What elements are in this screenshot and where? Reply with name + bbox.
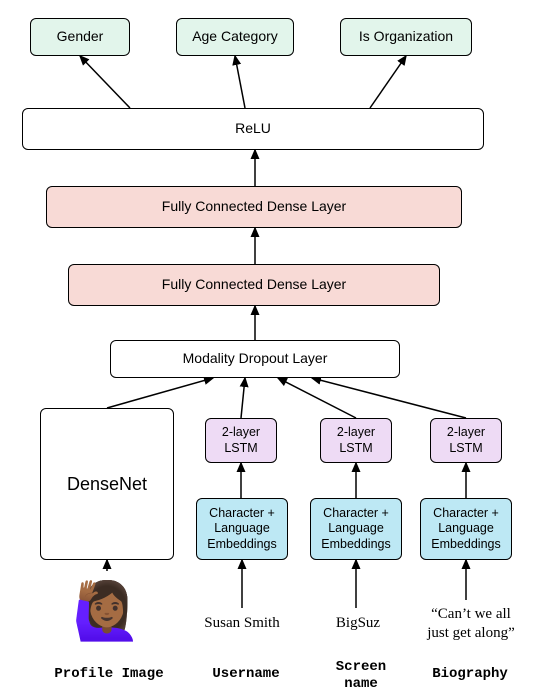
output-gender: Gender xyxy=(30,18,130,56)
lstm-2: 2-layerLSTM xyxy=(320,418,392,463)
username-value: Susan Smith xyxy=(192,612,292,634)
output-org: Is Organization xyxy=(340,18,472,56)
embed-3: Character +LanguageEmbeddings xyxy=(420,498,512,560)
lstm-3: 2-layerLSTM xyxy=(430,418,502,463)
embed-1: Character +LanguageEmbeddings xyxy=(196,498,288,560)
screenname-label: Screenname xyxy=(326,658,396,694)
relu-layer: ReLU xyxy=(22,108,484,150)
embed-2: Character +LanguageEmbeddings xyxy=(310,498,402,560)
lstm-1: 2-layerLSTM xyxy=(205,418,277,463)
densenet: DenseNet xyxy=(40,408,174,560)
biography-label: Biography xyxy=(420,665,520,685)
profile-image-label: Profile Image xyxy=(30,665,188,685)
biography-value: “Can’t we alljust get along” xyxy=(416,604,526,644)
screenname-value: BigSuz xyxy=(330,612,386,634)
profile-image-icon: 🙋🏾‍♀️ xyxy=(62,572,152,650)
dense-layer-2: Fully Connected Dense Layer xyxy=(68,264,440,306)
output-age: Age Category xyxy=(176,18,294,56)
dropout-layer: Modality Dropout Layer xyxy=(110,340,400,378)
dense-layer-1: Fully Connected Dense Layer xyxy=(46,186,462,228)
username-label: Username xyxy=(206,665,286,685)
